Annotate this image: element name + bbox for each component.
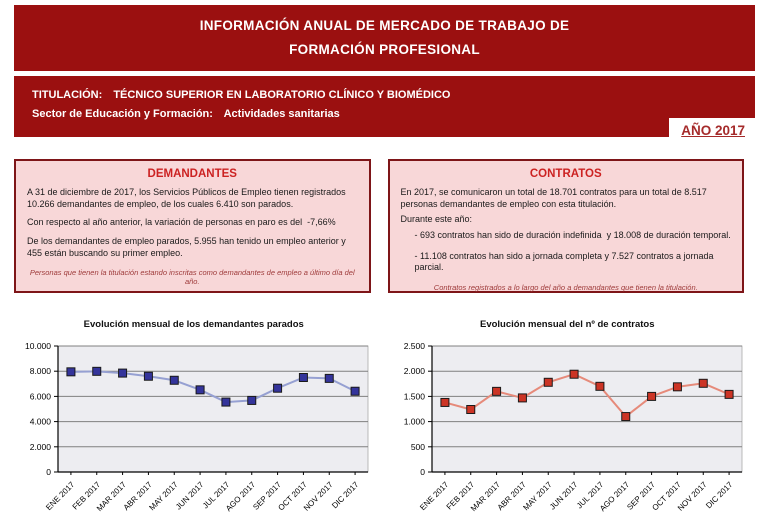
titulacion-label: TITULACIÓN: — [32, 89, 103, 102]
demandantes-footnote: Personas que tienen la titulación estand… — [29, 268, 355, 287]
sector-label: Sector de Educación y Formación: — [32, 107, 213, 120]
contratos-box-title: CONTRATOS — [529, 168, 602, 181]
svg-text:JUN 2017: JUN 2017 — [547, 480, 579, 512]
info-boxes-row: DEMANDANTES A 31 de diciembre de 2017, l… — [14, 159, 744, 294]
svg-text:2.000: 2.000 — [30, 442, 52, 452]
demandantes-paragraph-3: De los demandantes de empleo parados, 5.… — [27, 236, 346, 258]
demandantes-box: DEMANDANTES A 31 de diciembre de 2017, l… — [14, 159, 371, 294]
sector-row: Sector de Educación y Formación: Activid… — [32, 107, 737, 122]
demandantes-chart-title: Evolución mensual de los demandantes par… — [83, 319, 304, 331]
demandantes-paragraph-1: A 31 de diciembre de 2017, los Servicios… — [27, 187, 346, 209]
chart-demandantes-parados: Evolución mensual de los demandantes par… — [10, 319, 378, 521]
contratos-footnote: Contratos registrados a lo largo del año… — [433, 283, 698, 293]
titulacion-band: TITULACIÓN: TÉCNICO SUPERIOR EN LABORATO… — [14, 76, 757, 145]
svg-text:DIC 2017: DIC 2017 — [704, 480, 735, 511]
demandantes-box-title: DEMANDANTES — [147, 168, 237, 181]
svg-text:4.000: 4.000 — [30, 417, 52, 427]
demandantes-paragraph-2: Con respecto al año anterior, la variaci… — [27, 217, 336, 228]
report-title-line2: FORMACIÓN PROFESIONAL — [289, 41, 480, 57]
contratos-bullet-2: - 11.108 contratos han sido a jornada co… — [414, 250, 714, 273]
contratos-chart-title: Evolución mensual del nº de contratos — [479, 319, 655, 331]
svg-text:JUN 2017: JUN 2017 — [174, 480, 206, 512]
svg-text:2.000: 2.000 — [403, 366, 425, 376]
sector-value: Actividades sanitarias — [223, 107, 340, 120]
svg-text:DIC 2017: DIC 2017 — [330, 480, 361, 511]
svg-text:8.000: 8.000 — [30, 366, 52, 376]
svg-text:10.000: 10.000 — [25, 341, 51, 351]
contratos-bullet-1: - 693 contratos han sido de duración ind… — [414, 230, 731, 241]
svg-text:500: 500 — [410, 442, 424, 452]
svg-text:2.500: 2.500 — [403, 341, 425, 351]
titulacion-row: TITULACIÓN: TÉCNICO SUPERIOR EN LABORATO… — [32, 88, 737, 103]
contratos-box: CONTRATOS En 2017, se comunicaron un tot… — [387, 159, 744, 294]
svg-text:6.000: 6.000 — [30, 391, 52, 401]
titulacion-value: TÉCNICO SUPERIOR EN LABORATORIO CLÍNICO … — [113, 89, 451, 102]
contratos-paragraph-1: En 2017, se comunicaron un total de 18.7… — [400, 187, 707, 209]
svg-text:1.000: 1.000 — [403, 417, 425, 427]
svg-text:0: 0 — [420, 467, 425, 477]
contratos-paragraph-2: Durante este año: — [400, 214, 473, 225]
year-badge: AÑO 2017 — [669, 118, 757, 145]
svg-text:0: 0 — [46, 467, 51, 477]
charts-row: Evolución mensual de los demandantes par… — [10, 319, 751, 521]
report-title-line1: INFORMACIÓN ANUAL DE MERCADO DE TRABAJO … — [199, 18, 570, 33]
chart-numero-contratos: Evolución mensual del nº de contratos 0 5… — [384, 319, 752, 521]
svg-text:1.500: 1.500 — [403, 391, 425, 401]
report-header-band: INFORMACIÓN ANUAL DE MERCADO DE TRABAJO … — [14, 5, 755, 72]
